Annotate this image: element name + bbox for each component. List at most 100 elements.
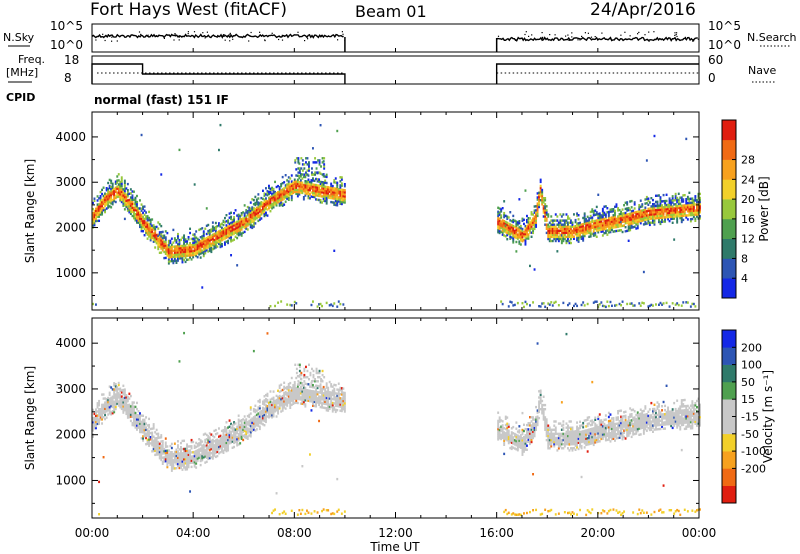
data-cell — [645, 212, 648, 215]
data-cell — [626, 221, 629, 224]
data-cell — [500, 419, 503, 422]
data-cell — [93, 418, 96, 422]
data-cell — [509, 300, 512, 303]
data-cell — [123, 204, 126, 207]
data-cell — [697, 194, 700, 198]
data-cell — [591, 232, 594, 236]
data-cell — [111, 182, 114, 185]
data-cell — [258, 415, 261, 418]
data-cell — [296, 190, 299, 194]
data-cell — [630, 224, 633, 227]
data-cell — [204, 455, 207, 458]
data-cell — [111, 188, 114, 192]
data-cell — [219, 237, 222, 241]
data-cell — [233, 232, 236, 235]
data-cell — [689, 218, 692, 221]
data-cell — [310, 398, 313, 401]
data-cell — [699, 209, 701, 212]
data-cell — [506, 428, 509, 432]
data-cell — [266, 415, 269, 418]
data-cell — [225, 427, 228, 430]
nsky-sample — [193, 31, 196, 33]
data-cell — [236, 214, 239, 217]
data-cell — [277, 199, 280, 202]
data-cell — [497, 206, 500, 209]
data-cell — [607, 212, 610, 216]
data-cell — [172, 255, 175, 259]
data-cell — [195, 242, 198, 245]
data-cell — [252, 416, 255, 419]
data-cell — [175, 460, 178, 464]
data-cell — [139, 426, 141, 430]
data-cell — [204, 438, 207, 442]
data-cell — [252, 407, 255, 411]
data-cell — [334, 396, 337, 399]
data-cell — [92, 423, 94, 426]
data-cell — [544, 219, 547, 222]
data-cell — [93, 222, 96, 225]
data-cell — [242, 428, 245, 431]
data-cell — [334, 201, 337, 205]
data-cell — [181, 460, 184, 463]
data-cell — [544, 213, 547, 216]
data-cell — [143, 213, 146, 216]
data-cell — [604, 227, 607, 231]
data-cell — [504, 220, 507, 224]
data-cell — [252, 203, 255, 206]
data-cell — [327, 409, 330, 412]
data-cell — [104, 417, 107, 421]
data-cell — [154, 449, 157, 452]
data-cell — [260, 418, 263, 421]
data-cell — [272, 206, 275, 209]
data-cell — [272, 396, 275, 399]
data-cell — [324, 193, 327, 197]
data-cell — [245, 424, 248, 427]
data-cell — [218, 447, 220, 451]
nsky-sample — [187, 33, 189, 35]
data-cell — [554, 225, 557, 228]
data-cell — [148, 444, 151, 447]
data-cell — [542, 201, 545, 204]
data-cell — [573, 227, 575, 230]
data-cell — [190, 440, 193, 444]
data-cell — [205, 450, 208, 453]
data-cell — [498, 221, 501, 224]
data-cell — [137, 424, 140, 427]
data-cell — [254, 404, 257, 407]
data-cell — [131, 198, 134, 201]
data-cell — [216, 225, 219, 228]
data-cell — [125, 412, 128, 416]
data-cell — [163, 250, 166, 254]
data-cell — [120, 188, 123, 191]
data-cell — [172, 228, 175, 232]
data-cell — [303, 163, 306, 166]
data-cell — [563, 223, 566, 226]
nsky-sample — [497, 35, 500, 37]
data-cell — [117, 179, 120, 182]
data-cell — [680, 214, 683, 218]
data-cell — [614, 224, 616, 227]
data-cell — [592, 220, 595, 223]
nsky-sample — [541, 32, 543, 34]
data-cell — [258, 398, 261, 402]
data-cell — [551, 239, 554, 243]
data-cell — [551, 233, 554, 237]
data-cell — [312, 183, 314, 186]
data-cell — [151, 433, 154, 437]
data-cell — [140, 426, 143, 430]
data-cell — [213, 450, 216, 453]
data-cell — [278, 513, 281, 516]
data-cell — [193, 245, 196, 248]
data-cell — [146, 219, 149, 222]
data-cell — [148, 417, 151, 421]
data-cell — [142, 424, 145, 428]
data-cell — [122, 403, 125, 406]
data-cell — [316, 397, 319, 400]
data-cell — [618, 213, 621, 216]
data-cell — [198, 243, 201, 246]
data-cell — [240, 222, 243, 225]
data-cell — [503, 510, 506, 514]
data-cell — [290, 389, 293, 392]
data-cell — [280, 185, 283, 188]
data-cell — [149, 237, 152, 240]
